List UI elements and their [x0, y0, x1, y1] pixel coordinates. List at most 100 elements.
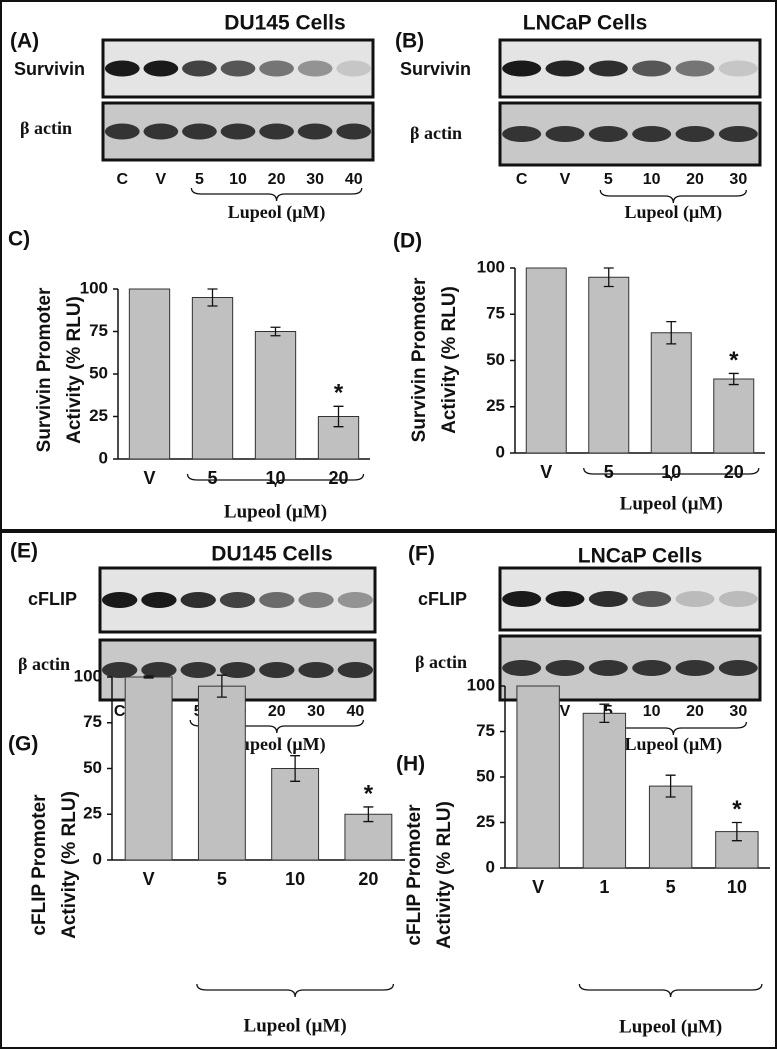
- x-tick-label: V: [143, 468, 155, 488]
- lane-label: 20: [268, 703, 286, 720]
- band: [259, 60, 294, 77]
- bar: [191, 297, 234, 460]
- x-axis-label: Lupeol (μM): [244, 1015, 347, 1036]
- band: [337, 592, 374, 608]
- blot-membrane: [498, 38, 762, 99]
- y-tick-label: 25: [486, 396, 505, 415]
- lane-label: 40: [345, 171, 363, 188]
- band: [337, 662, 374, 678]
- bar: [124, 676, 173, 861]
- x-tick-label: V: [143, 869, 155, 889]
- band: [259, 592, 295, 608]
- band: [182, 60, 217, 77]
- band: [718, 660, 758, 676]
- y-tick-label: 25: [89, 406, 108, 425]
- band: [259, 662, 295, 678]
- band: [101, 662, 138, 678]
- y-tick-label: 25: [83, 804, 102, 823]
- y-tick-label: 100: [74, 666, 102, 685]
- bracket: [583, 467, 760, 482]
- panel-label: (G): [8, 733, 38, 756]
- error-bar: [290, 755, 301, 782]
- x-axis-label: Lupeol (μM): [624, 734, 722, 755]
- y-axis-label: Survivin Promoter: [34, 287, 55, 452]
- bar: [582, 712, 627, 869]
- band: [545, 60, 585, 77]
- lane-label: V: [560, 171, 571, 188]
- x-tick-label: 5: [604, 462, 614, 482]
- band: [545, 591, 585, 607]
- lane-label: 20: [686, 171, 704, 188]
- x-tick-label: 5: [207, 468, 217, 488]
- lane-label: 30: [306, 171, 324, 188]
- y-tick-label: 100: [477, 257, 505, 276]
- blot-title: LNCaP Cells: [523, 12, 648, 35]
- band: [718, 591, 758, 607]
- lane-label: 5: [604, 171, 613, 188]
- lane-label: 10: [643, 703, 661, 720]
- band: [588, 60, 628, 77]
- bar: [197, 685, 246, 861]
- band: [297, 123, 333, 140]
- y-axis-label: cFLIP Promoter: [29, 794, 50, 936]
- error-bar: [731, 821, 742, 842]
- row-label: cFLIP: [418, 589, 467, 609]
- lane-label: 20: [686, 703, 704, 720]
- bar: [254, 331, 297, 460]
- y-axis-label: cFLIP Promoter: [404, 804, 425, 946]
- y-tick-label: 100: [80, 278, 108, 297]
- x-tick-label: 5: [217, 869, 227, 889]
- band: [101, 592, 138, 608]
- bracket: [599, 189, 747, 204]
- band: [336, 60, 372, 77]
- band: [220, 123, 256, 140]
- bar: [648, 785, 693, 869]
- bracket: [189, 719, 365, 734]
- y-tick-label: 75: [486, 304, 505, 323]
- band: [675, 60, 715, 77]
- x-axis-label: Lupeol (μM): [619, 1016, 722, 1037]
- y-tick-label: 100: [467, 675, 495, 694]
- x-tick-label: 1: [599, 877, 609, 897]
- error-bar: [665, 774, 676, 798]
- y-axis-label: Activity (% RLU): [439, 286, 460, 434]
- x-tick-label: 20: [724, 462, 744, 482]
- blot-membrane: [498, 566, 762, 632]
- band: [298, 662, 334, 678]
- row-label: β actin: [20, 118, 72, 138]
- error-bar: [143, 675, 154, 679]
- band: [219, 662, 256, 678]
- lane-label: V: [156, 171, 167, 188]
- band: [632, 660, 672, 676]
- bracket: [186, 473, 365, 488]
- panel-label: (F): [408, 543, 435, 566]
- lane-label: 10: [643, 171, 661, 188]
- y-tick-label: 50: [83, 758, 102, 777]
- band: [545, 660, 585, 676]
- blot-title: LNCaP Cells: [578, 545, 703, 568]
- error-bar: [333, 405, 344, 428]
- lane-label: 30: [307, 703, 325, 720]
- bottom-frame: [0, 531, 777, 1049]
- band: [588, 126, 628, 142]
- error-bar: [363, 806, 374, 823]
- band: [632, 126, 672, 142]
- row-label: Survivin: [14, 59, 85, 79]
- lane-label: 5: [195, 171, 204, 188]
- x-tick-label: 20: [358, 869, 378, 889]
- x-tick-label: 10: [265, 468, 285, 488]
- bar: [128, 288, 171, 460]
- y-tick-label: 50: [476, 766, 495, 785]
- bracket: [190, 187, 363, 202]
- band: [297, 60, 333, 77]
- bar: [271, 768, 320, 861]
- y-tick-label: 25: [476, 812, 495, 831]
- x-axis-label: Lupeol (μM): [224, 501, 327, 522]
- x-tick-label: V: [532, 877, 544, 897]
- x-axis-label: Lupeol (μM): [624, 202, 722, 223]
- x-tick-label: 10: [661, 462, 681, 482]
- bar: [650, 332, 692, 454]
- band: [675, 591, 715, 607]
- panel-label: (B): [395, 30, 424, 53]
